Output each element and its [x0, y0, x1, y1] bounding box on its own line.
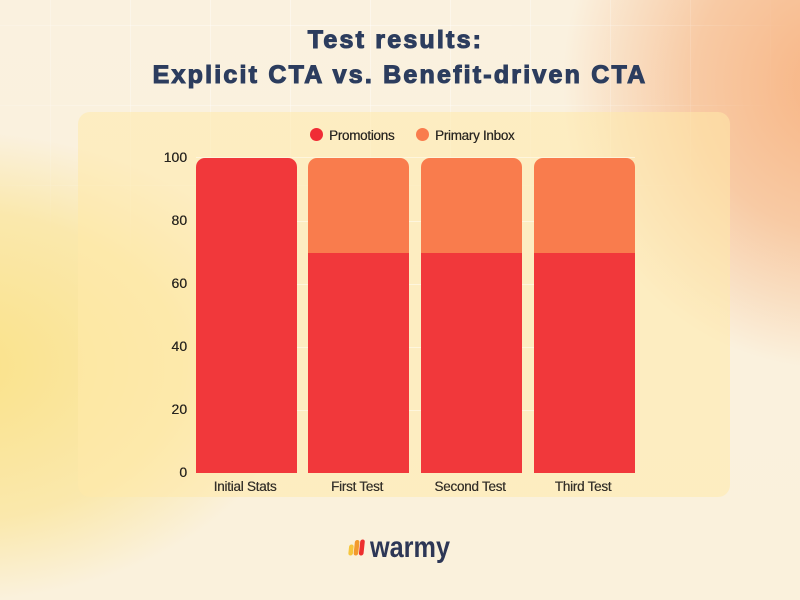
svg-text:warmy: warmy: [369, 533, 450, 564]
